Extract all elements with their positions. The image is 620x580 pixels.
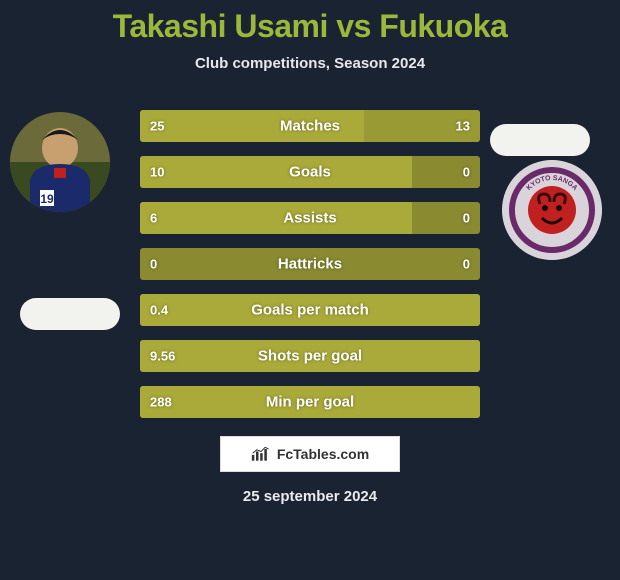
- stat-left-value: 9.56: [150, 349, 175, 364]
- player-right-club-badge: KYOTO SANGA: [502, 160, 602, 260]
- stat-right-value: 13: [456, 119, 470, 134]
- stat-right-value: 0: [463, 257, 470, 272]
- stat-label: Hattricks: [140, 256, 480, 273]
- comparison-title: Takashi Usami vs Fukuoka: [0, 8, 620, 45]
- stat-row: Shots per goal9.56: [140, 340, 480, 372]
- club-badge-icon: KYOTO SANGA: [502, 160, 602, 260]
- snapshot-date: 25 september 2024: [0, 488, 620, 505]
- stat-right-value: 0: [463, 165, 470, 180]
- stat-label: Goals: [140, 164, 480, 181]
- stat-row: Matches25 13: [140, 110, 480, 142]
- stat-left-value: 0: [150, 257, 157, 272]
- player-left-icon: 19: [10, 112, 110, 212]
- player-left-avatar: 19: [10, 112, 110, 212]
- stat-row: Goals per match0.4: [140, 294, 480, 326]
- stat-left-value: 0.4: [150, 303, 168, 318]
- jersey-number: 19: [40, 192, 54, 206]
- site-attribution[interactable]: FcTables.com: [220, 436, 400, 472]
- stat-left-value: 6: [150, 211, 157, 226]
- comparison-subtitle: Club competitions, Season 2024: [0, 55, 620, 72]
- stat-left-value: 288: [150, 395, 172, 410]
- stat-row: Assists6 0: [140, 202, 480, 234]
- stat-row: Hattricks0 0: [140, 248, 480, 280]
- stat-label: Assists: [140, 210, 480, 227]
- chart-icon: [251, 446, 271, 462]
- site-name: FcTables.com: [277, 446, 369, 462]
- stat-left-value: 10: [150, 165, 164, 180]
- stat-label: Shots per goal: [140, 348, 480, 365]
- player-left-team-badge-placeholder: [20, 298, 120, 330]
- stat-row: Min per goal288: [140, 386, 480, 418]
- stat-left-value: 25: [150, 119, 164, 134]
- stat-label: Min per goal: [140, 394, 480, 411]
- stat-label: Goals per match: [140, 302, 480, 319]
- stats-comparison-bars: Matches2513Goals100Assists60Hattricks00G…: [140, 110, 480, 418]
- stat-label: Matches: [140, 118, 480, 135]
- player-right-secondary-placeholder: [490, 124, 590, 156]
- stat-row: Goals10 0: [140, 156, 480, 188]
- stat-right-value: 0: [463, 211, 470, 226]
